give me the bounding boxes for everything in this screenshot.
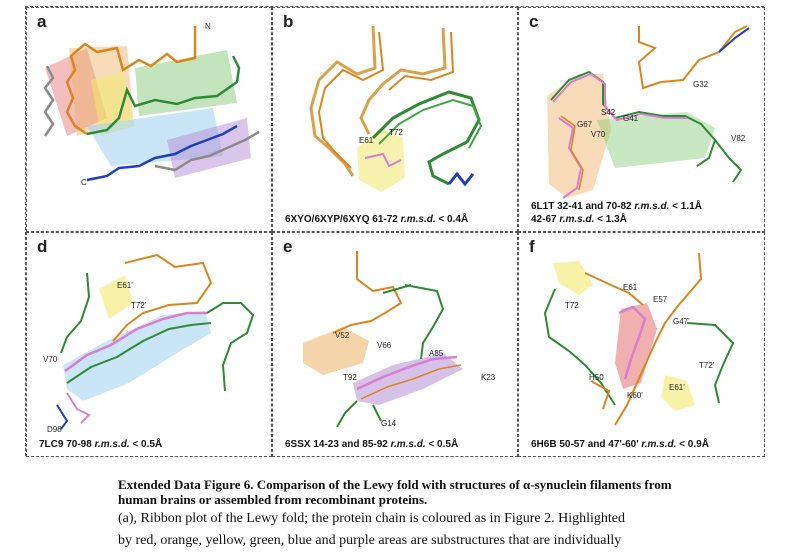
residue-label-t72: T72 (389, 128, 403, 137)
residue-label-h50: H50 (589, 373, 604, 382)
residue-label-n: N (205, 22, 211, 31)
panel-c-label: c (529, 12, 539, 31)
residue-label-e61: E61 (623, 283, 638, 292)
panel-b: b E61 T72 6XYO/6XYP/6XYQ 61-72 r.m.s.d. … (272, 7, 518, 232)
residue-label-e57: E57 (653, 295, 668, 304)
panel-b-label: b (283, 12, 294, 31)
figure-body-line-1: (a), Ribbon plot of the Lewy fold; the p… (118, 511, 626, 526)
residue-label-d98: D98 (47, 425, 62, 434)
residue-label-v82: V82 (731, 134, 746, 143)
residue-label-v70: V70 (43, 355, 58, 364)
panel-e: e V52 V66 A85 T92 K23 G14 6SSX 14-23 and… (272, 232, 518, 457)
residue-label-g67: G67 (577, 120, 593, 129)
panel-f-overlay-plot (543, 252, 735, 426)
panel-b-overlay-plot (309, 25, 483, 192)
residue-label-t92: T92 (343, 373, 357, 382)
residue-label-k23: K23 (481, 373, 496, 382)
residue-label-g14: G14 (381, 419, 397, 428)
panel-f-caption: 6H6B 50-57 and 47'-60' r.m.s.d. < 0.9Å (531, 439, 709, 450)
panel-a: a N C (26, 7, 272, 232)
panel-d-caption: 7LC9 70-98 r.m.s.d. < 0.5Å (39, 439, 163, 450)
residue-label-v66: V66 (377, 341, 392, 350)
figure-panel-grid: a N C b E61 T72 6XYO/6XYP/6XYQ 61-72 r.m… (25, 6, 765, 457)
figure-caption-text: Extended Data Figure 6. Comparison of th… (118, 477, 678, 552)
panel-f: f E61 T72 E57 G47' H50 T72' E61' K60' 6H… (518, 232, 765, 457)
panel-d-overlay-plot (56, 253, 255, 430)
residue-label-g32: G32 (693, 80, 709, 89)
panel-c-caption: 6L1T 32-41 and 70-82 r.m.s.d. < 1.1Å 42-6… (531, 201, 702, 225)
panel-e-overlay-plot (303, 251, 463, 428)
panel-d-label: d (37, 237, 48, 256)
residue-label-e61-prime: E61' (117, 281, 133, 290)
panel-a-ribbon-plot (43, 26, 260, 182)
residue-label-e61-prime: E61' (669, 383, 685, 392)
panel-f-label: f (529, 237, 535, 256)
residue-label-t72-prime: T72' (699, 361, 715, 370)
residue-label-v70: V70 (591, 130, 606, 139)
residue-label-a85: A85 (429, 349, 444, 358)
residue-label-e61: E61 (359, 136, 374, 145)
residue-label-g47-prime: G47' (673, 317, 690, 326)
panel-d: d E61' T72' V70 D98 7LC9 70-98 r.m.s.d. … (26, 232, 272, 457)
residue-label-s42: S42 (601, 108, 616, 117)
panel-b-caption: 6XYO/6XYP/6XYQ 61-72 r.m.s.d. < 0.4Å (285, 214, 469, 225)
panel-c: c G32 S42 G41 G67 V70 V82 6L1T 32-41 and… (518, 7, 765, 232)
residue-label-g41: G41 (623, 114, 639, 123)
panel-a-label: a (37, 12, 47, 31)
figure-body-line-2: by red, orange, yellow, green, blue and … (118, 533, 622, 548)
panel-e-label: e (283, 237, 293, 256)
residue-label-v52: V52 (335, 331, 350, 340)
residue-label-t72: T72 (565, 301, 579, 310)
figure-title: Extended Data Figure 6. Comparison of th… (118, 477, 672, 507)
panel-e-caption: 6SSX 14-23 and 85-92 r.m.s.d. < 0.5Å (285, 439, 459, 450)
residue-label-c: C (81, 178, 87, 187)
residue-label-k60-prime: K60' (627, 391, 643, 400)
panel-c-overlay-plot (547, 25, 750, 199)
residue-label-t72-prime: T72' (131, 301, 147, 310)
